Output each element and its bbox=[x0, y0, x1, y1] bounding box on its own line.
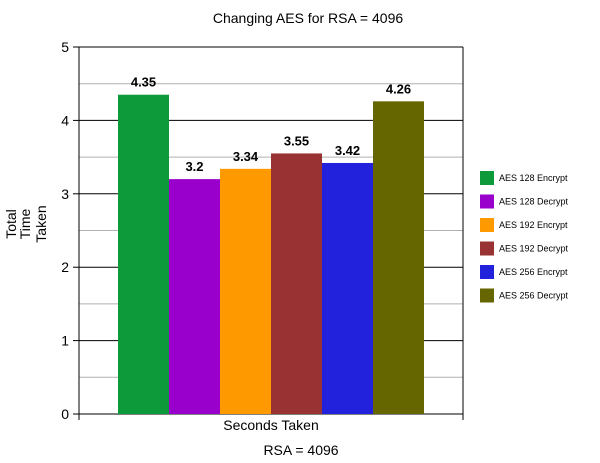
bar-aes-192-decrypt bbox=[271, 153, 322, 414]
legend-label: AES 256 Encrypt bbox=[499, 267, 568, 277]
legend-swatch bbox=[480, 171, 494, 185]
y-axis-label-line: Total bbox=[3, 209, 19, 239]
data-label: 4.35 bbox=[131, 75, 156, 90]
bar-aes-192-encrypt bbox=[220, 168, 271, 414]
footer-label: RSA = 4096 bbox=[263, 442, 338, 458]
y-axis-label-line: Time bbox=[17, 208, 33, 239]
bar-aes-128-decrypt bbox=[169, 179, 220, 414]
legend-label: AES 128 Encrypt bbox=[499, 173, 568, 183]
legend-label: AES 192 Encrypt bbox=[499, 220, 568, 230]
bar-aes-256-decrypt bbox=[373, 101, 424, 414]
legend-label: AES 192 Decrypt bbox=[499, 244, 569, 254]
data-label: 3.42 bbox=[335, 143, 360, 158]
data-label: 4.26 bbox=[386, 81, 411, 96]
x-axis-label: Seconds Taken bbox=[223, 417, 318, 433]
data-label: 3.55 bbox=[284, 133, 309, 148]
legend: AES 128 Encrypt AES 128 Decrypt AES 192 En… bbox=[480, 171, 569, 303]
legend-swatch bbox=[480, 241, 494, 256]
y-tick-label: 2 bbox=[61, 259, 69, 275]
y-tick-label: 5 bbox=[61, 39, 69, 55]
y-axis-label-line: Taken bbox=[33, 205, 49, 242]
plot-area: 0 1 2 3 4 5 4.35 3.2 3.34 3.55 3.42 4.26 bbox=[61, 39, 464, 422]
data-label: 3.2 bbox=[185, 159, 203, 174]
legend-swatch bbox=[480, 194, 494, 209]
legend-swatch bbox=[480, 288, 494, 303]
chart-title: Changing AES for RSA = 4096 bbox=[213, 10, 404, 26]
bar-aes-256-encrypt bbox=[322, 162, 373, 414]
y-tick-label: 3 bbox=[61, 186, 69, 202]
data-label: 3.34 bbox=[233, 149, 259, 164]
legend-swatch bbox=[480, 265, 494, 279]
y-tick-label: 0 bbox=[61, 406, 69, 422]
bar-aes-128-encrypt bbox=[118, 94, 169, 415]
legend-swatch bbox=[480, 218, 494, 232]
legend-label: AES 256 Decrypt bbox=[499, 291, 569, 301]
legend-label: AES 128 Decrypt bbox=[499, 197, 569, 207]
y-tick-label: 1 bbox=[61, 333, 69, 349]
y-tick-label: 4 bbox=[61, 112, 69, 128]
